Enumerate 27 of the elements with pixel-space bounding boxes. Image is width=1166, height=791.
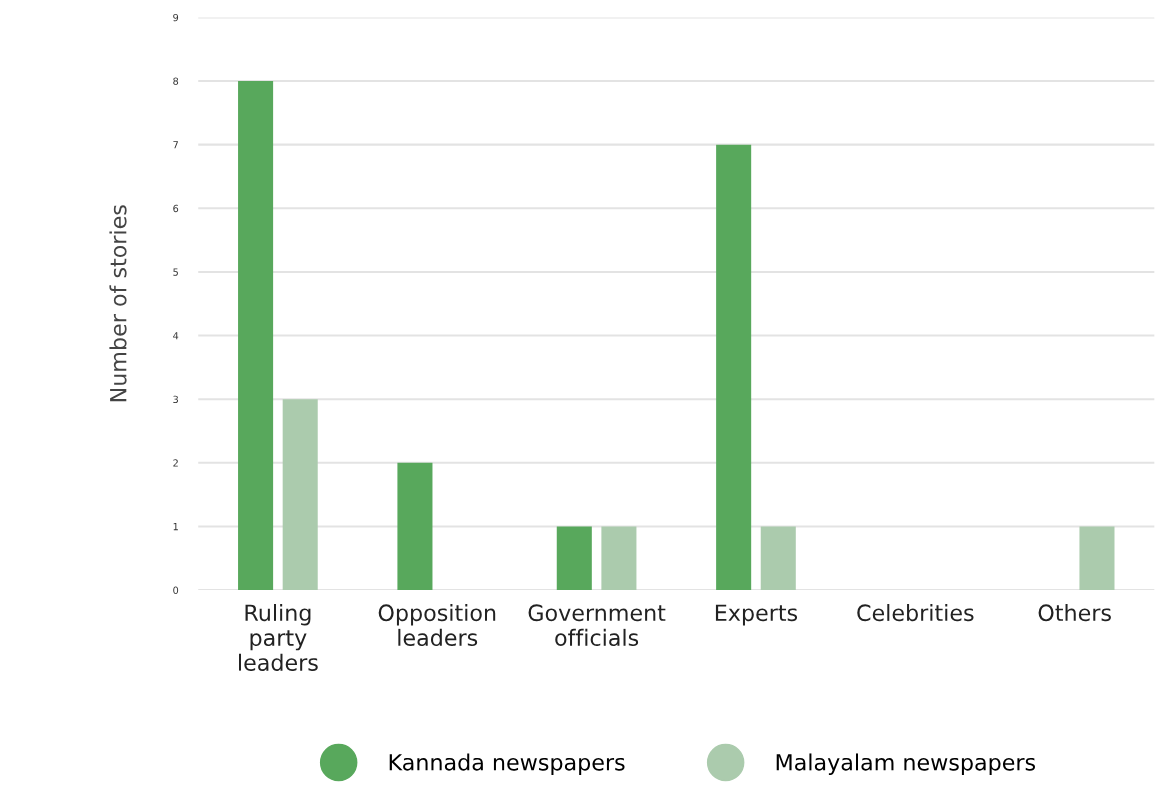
y-tick-label: 2 bbox=[173, 459, 178, 467]
y-tick-label: 9 bbox=[173, 13, 179, 22]
bar bbox=[238, 81, 274, 591]
legend-label: Malayalam newspapers bbox=[776, 753, 1036, 775]
bar bbox=[1079, 526, 1115, 591]
bar bbox=[760, 526, 796, 591]
x-tick-label: Others bbox=[1038, 603, 1111, 622]
x-tick-label: Government officials bbox=[528, 604, 666, 647]
y-tick-label: 3 bbox=[173, 395, 178, 404]
y-axis-title: Number of stories bbox=[109, 205, 127, 402]
y-tick-label: 4 bbox=[173, 332, 179, 340]
bar bbox=[397, 462, 433, 591]
y-tick-label: 1 bbox=[173, 523, 178, 531]
legend-label: Kannada newspapers bbox=[389, 753, 625, 775]
x-tick-label: Celebrities bbox=[857, 603, 974, 622]
x-tick-label: Ruling party leaders bbox=[239, 603, 318, 671]
y-tick-label: 8 bbox=[173, 77, 179, 85]
bar bbox=[282, 399, 318, 591]
x-tick-label: Opposition leaders bbox=[378, 603, 496, 647]
y-tick-label: 7 bbox=[173, 141, 178, 149]
bar bbox=[716, 144, 752, 591]
x-tick-label: Experts bbox=[715, 604, 798, 626]
y-tick-label: 6 bbox=[173, 204, 179, 213]
y-tick-label: 0 bbox=[173, 586, 179, 594]
bar bbox=[601, 526, 637, 591]
bar bbox=[556, 526, 592, 591]
y-tick-label: 5 bbox=[173, 268, 178, 276]
